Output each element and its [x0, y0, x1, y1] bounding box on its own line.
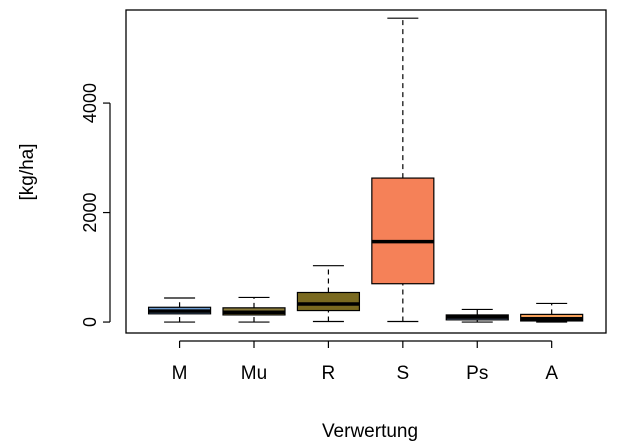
box-ps [445, 308, 509, 323]
boxes [147, 17, 584, 323]
y-tick-label: 2000 [80, 193, 100, 233]
x-tick-label: M [172, 363, 188, 384]
x-tick-label: R [322, 363, 336, 384]
box-s [371, 17, 435, 323]
y-tick-label: 4000 [80, 83, 100, 123]
x-axis-label: Verwertung [322, 421, 418, 442]
x-tick-label: Mu [241, 363, 267, 384]
box-body [296, 291, 361, 312]
box-a [520, 302, 584, 323]
box-m [147, 297, 212, 323]
y-axis-label: [kg/ha] [17, 143, 38, 200]
x-tick-label: A [545, 363, 558, 384]
box-mu [222, 296, 286, 323]
x-tick-label: S [396, 363, 409, 384]
box-r [296, 265, 361, 323]
x-tick-label: Ps [466, 363, 488, 384]
x-axis: M Mu R S Ps A [172, 340, 558, 384]
box-body [371, 177, 435, 285]
y-tick-label: 0 [80, 317, 100, 327]
plot-frame [125, 9, 607, 334]
y-axis: 0 2000 4000 [80, 83, 111, 327]
